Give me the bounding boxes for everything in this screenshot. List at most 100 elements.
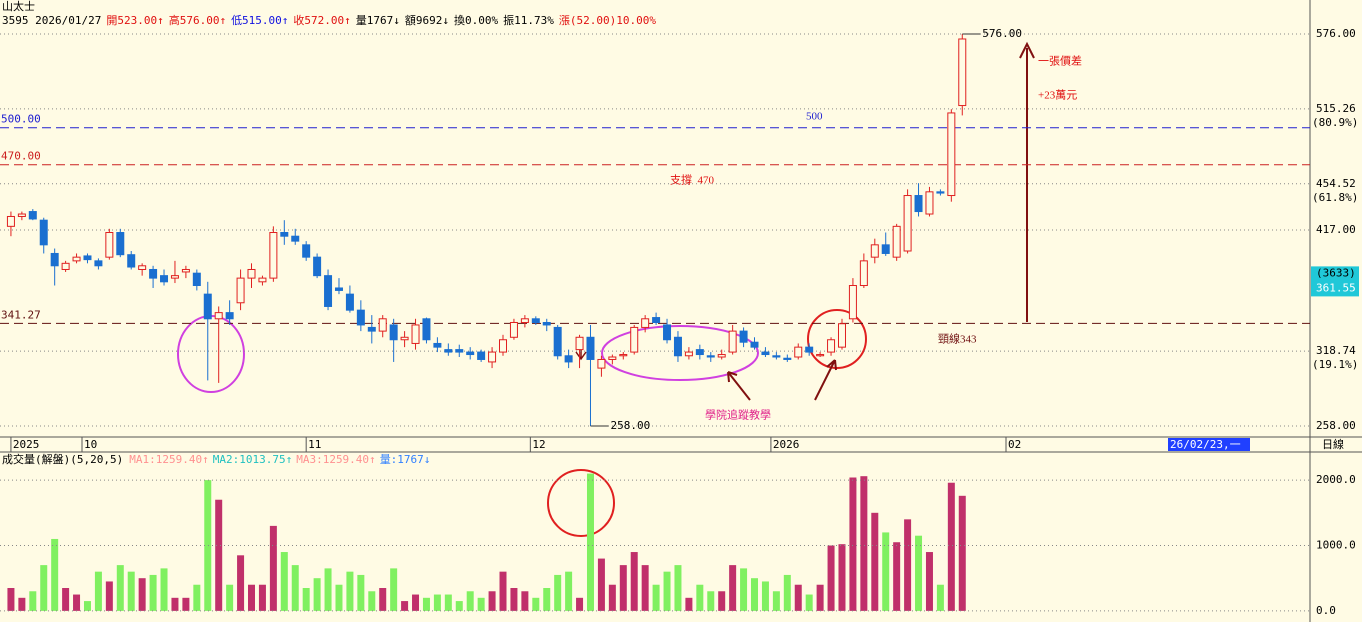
annotation: 500 bbox=[806, 111, 823, 123]
volume-bar bbox=[685, 597, 693, 611]
candle-body bbox=[280, 232, 289, 237]
candle-body bbox=[499, 339, 508, 353]
volume-bar bbox=[127, 571, 135, 611]
candle-body bbox=[105, 232, 114, 258]
candle-body bbox=[652, 317, 661, 323]
candle-body bbox=[6, 215, 15, 227]
candle-body bbox=[794, 346, 803, 358]
volume-bar bbox=[138, 578, 146, 611]
candle-body bbox=[345, 293, 354, 311]
volume-bar bbox=[433, 594, 441, 611]
candle-body bbox=[684, 351, 693, 357]
volume-bar bbox=[204, 480, 212, 611]
volume-bar bbox=[444, 594, 452, 611]
candle-body bbox=[302, 244, 311, 258]
x-tick-label: 12 bbox=[532, 438, 545, 451]
volume-bar bbox=[7, 588, 15, 611]
volume-bar bbox=[576, 597, 584, 611]
volume-bar bbox=[401, 601, 409, 611]
volume-bar bbox=[160, 568, 168, 611]
candle-body bbox=[728, 330, 737, 353]
y-tick-label: 417.00 bbox=[1316, 223, 1356, 236]
y-tick-label: 1000.0 bbox=[1316, 539, 1356, 552]
volume-bar bbox=[83, 601, 91, 611]
candle-body bbox=[356, 309, 365, 326]
volume-bar bbox=[248, 584, 256, 611]
volume-bar bbox=[379, 588, 387, 611]
candle-body bbox=[422, 318, 431, 341]
candle-body bbox=[61, 262, 70, 270]
candle-body bbox=[673, 336, 682, 357]
candle-body bbox=[477, 351, 486, 360]
info-item: 振11.73% bbox=[503, 13, 554, 27]
candle-body bbox=[203, 293, 212, 320]
volume-bar bbox=[18, 597, 26, 611]
volume-bar bbox=[827, 545, 835, 611]
volume-bar bbox=[412, 594, 420, 611]
candle-body bbox=[72, 256, 81, 262]
info-item: 低515.00↑ bbox=[231, 14, 288, 27]
volume-bar bbox=[324, 568, 332, 611]
x-tick-label: 02 bbox=[1008, 438, 1021, 451]
candle-body bbox=[455, 349, 464, 353]
volume-bar bbox=[565, 571, 573, 611]
volume-bar bbox=[40, 565, 48, 611]
candle-body bbox=[214, 312, 223, 320]
candle-body bbox=[663, 324, 672, 341]
volume-bar bbox=[193, 584, 201, 611]
candle-body bbox=[334, 287, 343, 291]
volume-bar bbox=[51, 538, 59, 611]
arrow bbox=[814, 359, 837, 401]
candle-body bbox=[914, 195, 923, 213]
candle-body bbox=[892, 225, 901, 258]
volume-bar bbox=[422, 597, 430, 611]
y-tick-note: (80.9%) bbox=[1312, 116, 1358, 129]
volume-bar bbox=[652, 584, 660, 611]
candle-body bbox=[717, 354, 726, 358]
stock-title: 山太士 bbox=[2, 0, 35, 13]
candle-body bbox=[947, 112, 956, 197]
volume-bar bbox=[936, 584, 944, 611]
candle-body bbox=[192, 272, 201, 287]
candle-body bbox=[50, 252, 59, 267]
volume-bar bbox=[718, 591, 726, 611]
candle-body bbox=[83, 255, 92, 261]
volume-bar bbox=[237, 555, 245, 611]
candle-body bbox=[313, 256, 322, 277]
volume-bar bbox=[619, 565, 627, 611]
candle-body bbox=[138, 265, 147, 270]
candle-body bbox=[127, 254, 136, 268]
volume-bar bbox=[925, 552, 933, 611]
x-tick-label: 2025 bbox=[13, 438, 40, 451]
candle-body bbox=[28, 211, 37, 220]
y-tick-label: 0.0 bbox=[1316, 604, 1336, 617]
volume-bar bbox=[390, 568, 398, 611]
candle-body bbox=[17, 213, 26, 217]
candle-body bbox=[116, 232, 125, 256]
info-item: 換0.00% bbox=[454, 14, 498, 27]
candle-body bbox=[641, 318, 650, 328]
y-tick-note: (61.8%) bbox=[1312, 191, 1358, 204]
volume-bar bbox=[608, 584, 616, 611]
volume-bar bbox=[893, 542, 901, 611]
volume-title: 成交量(解盤)(5,20,5) bbox=[2, 452, 123, 466]
volume-bar bbox=[280, 552, 288, 611]
period: 日線 bbox=[1322, 437, 1344, 451]
extreme-label: 576.00 bbox=[982, 27, 1022, 40]
cursor-note: (3633) bbox=[1316, 266, 1356, 279]
volume-bar bbox=[772, 591, 780, 611]
volume-header: 成交量(解盤)(5,20,5) MA1:1259.40↑ MA2:1013.75↑… bbox=[2, 452, 430, 466]
y-tick-label: 576.00 bbox=[1316, 27, 1356, 40]
candle-body bbox=[411, 324, 420, 344]
candle-body bbox=[859, 260, 868, 287]
volume-bar bbox=[707, 591, 715, 611]
volume-bar bbox=[532, 597, 540, 611]
volume-bar bbox=[947, 482, 955, 611]
candle-body bbox=[848, 285, 857, 320]
candle-body bbox=[597, 358, 606, 369]
info-item: 額9692↓ bbox=[405, 14, 449, 27]
candle-body bbox=[837, 323, 846, 348]
volume-bar bbox=[871, 512, 879, 611]
volume-bar bbox=[226, 584, 234, 611]
